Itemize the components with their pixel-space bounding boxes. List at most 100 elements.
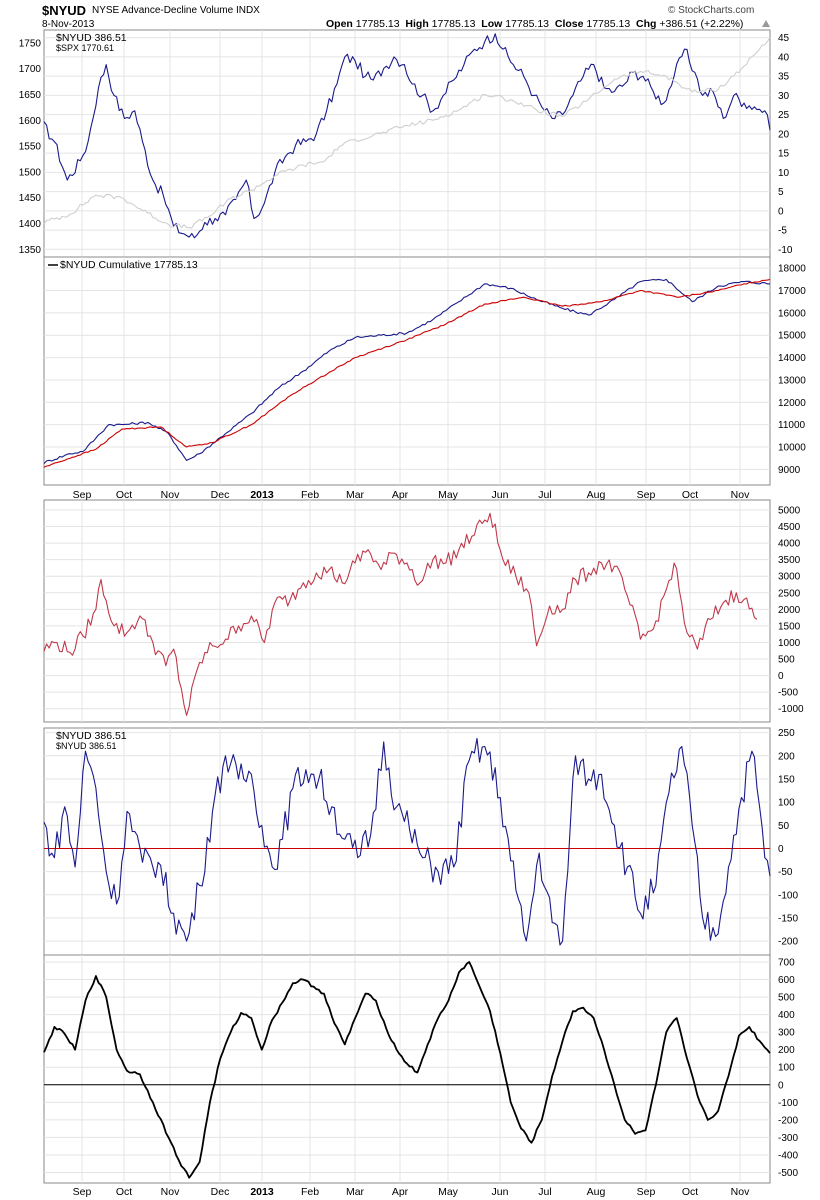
x-tick-label: Dec (211, 489, 230, 501)
right-tick-label: 35 (778, 72, 790, 83)
right-tick-label: -500 (778, 688, 798, 699)
right-tick-label: 20 (778, 129, 790, 140)
right-tick-label: 3000 (778, 572, 801, 583)
series-line-series (43, 512, 758, 716)
ohlc-readout: Open 17785.13 High 17785.13 Low 17785.13… (326, 18, 743, 30)
date-label: 8-Nov-2013 (42, 19, 95, 30)
panel-frame (43, 727, 771, 956)
right-tick-label: -10 (778, 245, 793, 256)
close-value: 17785.13 (586, 18, 631, 30)
x-tick-label: Nov (731, 1186, 750, 1198)
right-tick-label: 4500 (778, 522, 801, 533)
x-tick-label: Jun (492, 489, 509, 501)
up-arrow-icon (762, 20, 770, 27)
right-tick-label: 30 (778, 91, 790, 102)
right-tick-label: -200 (778, 1115, 798, 1126)
x-tick-label: Jul (538, 489, 551, 501)
right-tick-label: 400 (778, 1010, 795, 1021)
x-tick-label: Oct (116, 489, 132, 501)
left-tick-label: 1600 (19, 116, 42, 127)
left-tick-label: 1400 (19, 219, 42, 230)
x-tick-label: Oct (682, 1186, 698, 1198)
right-tick-label: -150 (778, 913, 798, 924)
right-tick-label: 0 (778, 671, 784, 682)
x-tick-label: May (438, 489, 459, 501)
right-tick-label: 10 (778, 168, 790, 179)
chg-label: Chg (636, 18, 657, 30)
x-tick-label: Jul (538, 1186, 551, 1198)
x-tick-label: Sep (637, 489, 656, 501)
x-tick-label: Sep (73, 489, 92, 501)
series-line-spx (43, 37, 771, 229)
right-tick-label: 0 (778, 1080, 784, 1091)
x-tick-label: 2013 (250, 1186, 274, 1198)
right-tick-label: 25 (778, 110, 790, 121)
open-label: Open (326, 18, 353, 30)
x-tick-label: Aug (587, 1186, 606, 1198)
right-tick-label: 13000 (778, 375, 806, 386)
open-value: 17785.13 (355, 18, 400, 30)
right-tick-label: 150 (778, 774, 795, 785)
series-line-ma (43, 278, 771, 468)
right-tick-label: -100 (778, 890, 798, 901)
x-tick-label: Oct (682, 489, 698, 501)
right-tick-label: 12000 (778, 398, 806, 409)
left-tick-label: 1650 (19, 90, 42, 101)
left-tick-label: 1550 (19, 142, 42, 153)
right-tick-label: 5 (778, 187, 784, 198)
x-tick-label: Mar (346, 489, 365, 501)
right-tick-label: -200 (778, 937, 798, 948)
high-label: High (405, 18, 429, 30)
right-tick-label: 500 (778, 655, 795, 666)
panel-price: -10 -5 0 5 10 15 20 25 30 35 40 45 1350 1400 1450 1500 1… (19, 29, 793, 258)
x-tick-label: Nov (161, 1186, 180, 1198)
right-tick-label: 1000 (778, 638, 801, 649)
right-tick-label: 2000 (778, 605, 801, 616)
right-tick-label: 45 (778, 33, 790, 44)
right-tick-label: -500 (778, 1168, 798, 1179)
stockcharts-logo: © StockCharts.com (668, 5, 755, 16)
right-tick-label: 15 (778, 149, 790, 160)
right-tick-label: 300 (778, 1028, 795, 1039)
legend-label: $SPX 1770.61 (56, 43, 114, 53)
x-tick-label: Feb (301, 1186, 319, 1198)
x-tick-label: Aug (587, 489, 606, 501)
x-tick-label: Mar (346, 1186, 365, 1198)
right-tick-label: 3500 (778, 555, 801, 566)
x-tick-label: Dec (211, 1186, 230, 1198)
right-tick-label: -50 (778, 867, 793, 878)
series-line-series (43, 737, 771, 946)
right-tick-label: 10000 (778, 443, 806, 454)
right-tick-label: 200 (778, 1045, 795, 1056)
x-tick-label: Jun (492, 1186, 509, 1198)
x-tick-label: Nov (731, 489, 750, 501)
panel-frame (43, 499, 771, 723)
left-tick-label: 1750 (19, 38, 42, 49)
right-tick-label: 16000 (778, 308, 806, 319)
left-tick-label: 1700 (19, 64, 42, 75)
series-line-series (43, 961, 771, 1179)
x-tick-label: 2013 (250, 489, 274, 501)
right-tick-label: 700 (778, 958, 795, 969)
left-tick-label: 1500 (19, 167, 42, 178)
right-tick-label: 5000 (778, 505, 801, 516)
chg-value: +386.51 (+2.22%) (659, 18, 744, 30)
x-tick-label: Sep (637, 1186, 656, 1198)
panel-frame (43, 954, 771, 1184)
x-tick-label: Oct (116, 1186, 132, 1198)
right-tick-label: 500 (778, 993, 795, 1004)
x-tick-label: Nov (161, 489, 180, 501)
right-tick-label: 18000 (778, 264, 806, 275)
x-tick-label: Apr (392, 489, 409, 501)
low-label: Low (481, 18, 503, 30)
right-tick-label: -300 (778, 1133, 798, 1144)
left-tick-label: 1450 (19, 193, 42, 204)
panel-cumulative: 9000 10000 11000 12000 13000 14000 15000 16000 1… (43, 256, 806, 486)
x-tick-label: Apr (392, 1186, 409, 1198)
low-value: 17785.13 (505, 18, 550, 30)
right-tick-label: 50 (778, 821, 790, 832)
legend-label: $NYUD 386.51 (56, 741, 117, 751)
index-name: NYSE Advance-Decline Volume INDX (92, 5, 260, 16)
chart-header: $NYUD NYSE Advance-Decline Volume INDX 8… (0, 0, 820, 32)
